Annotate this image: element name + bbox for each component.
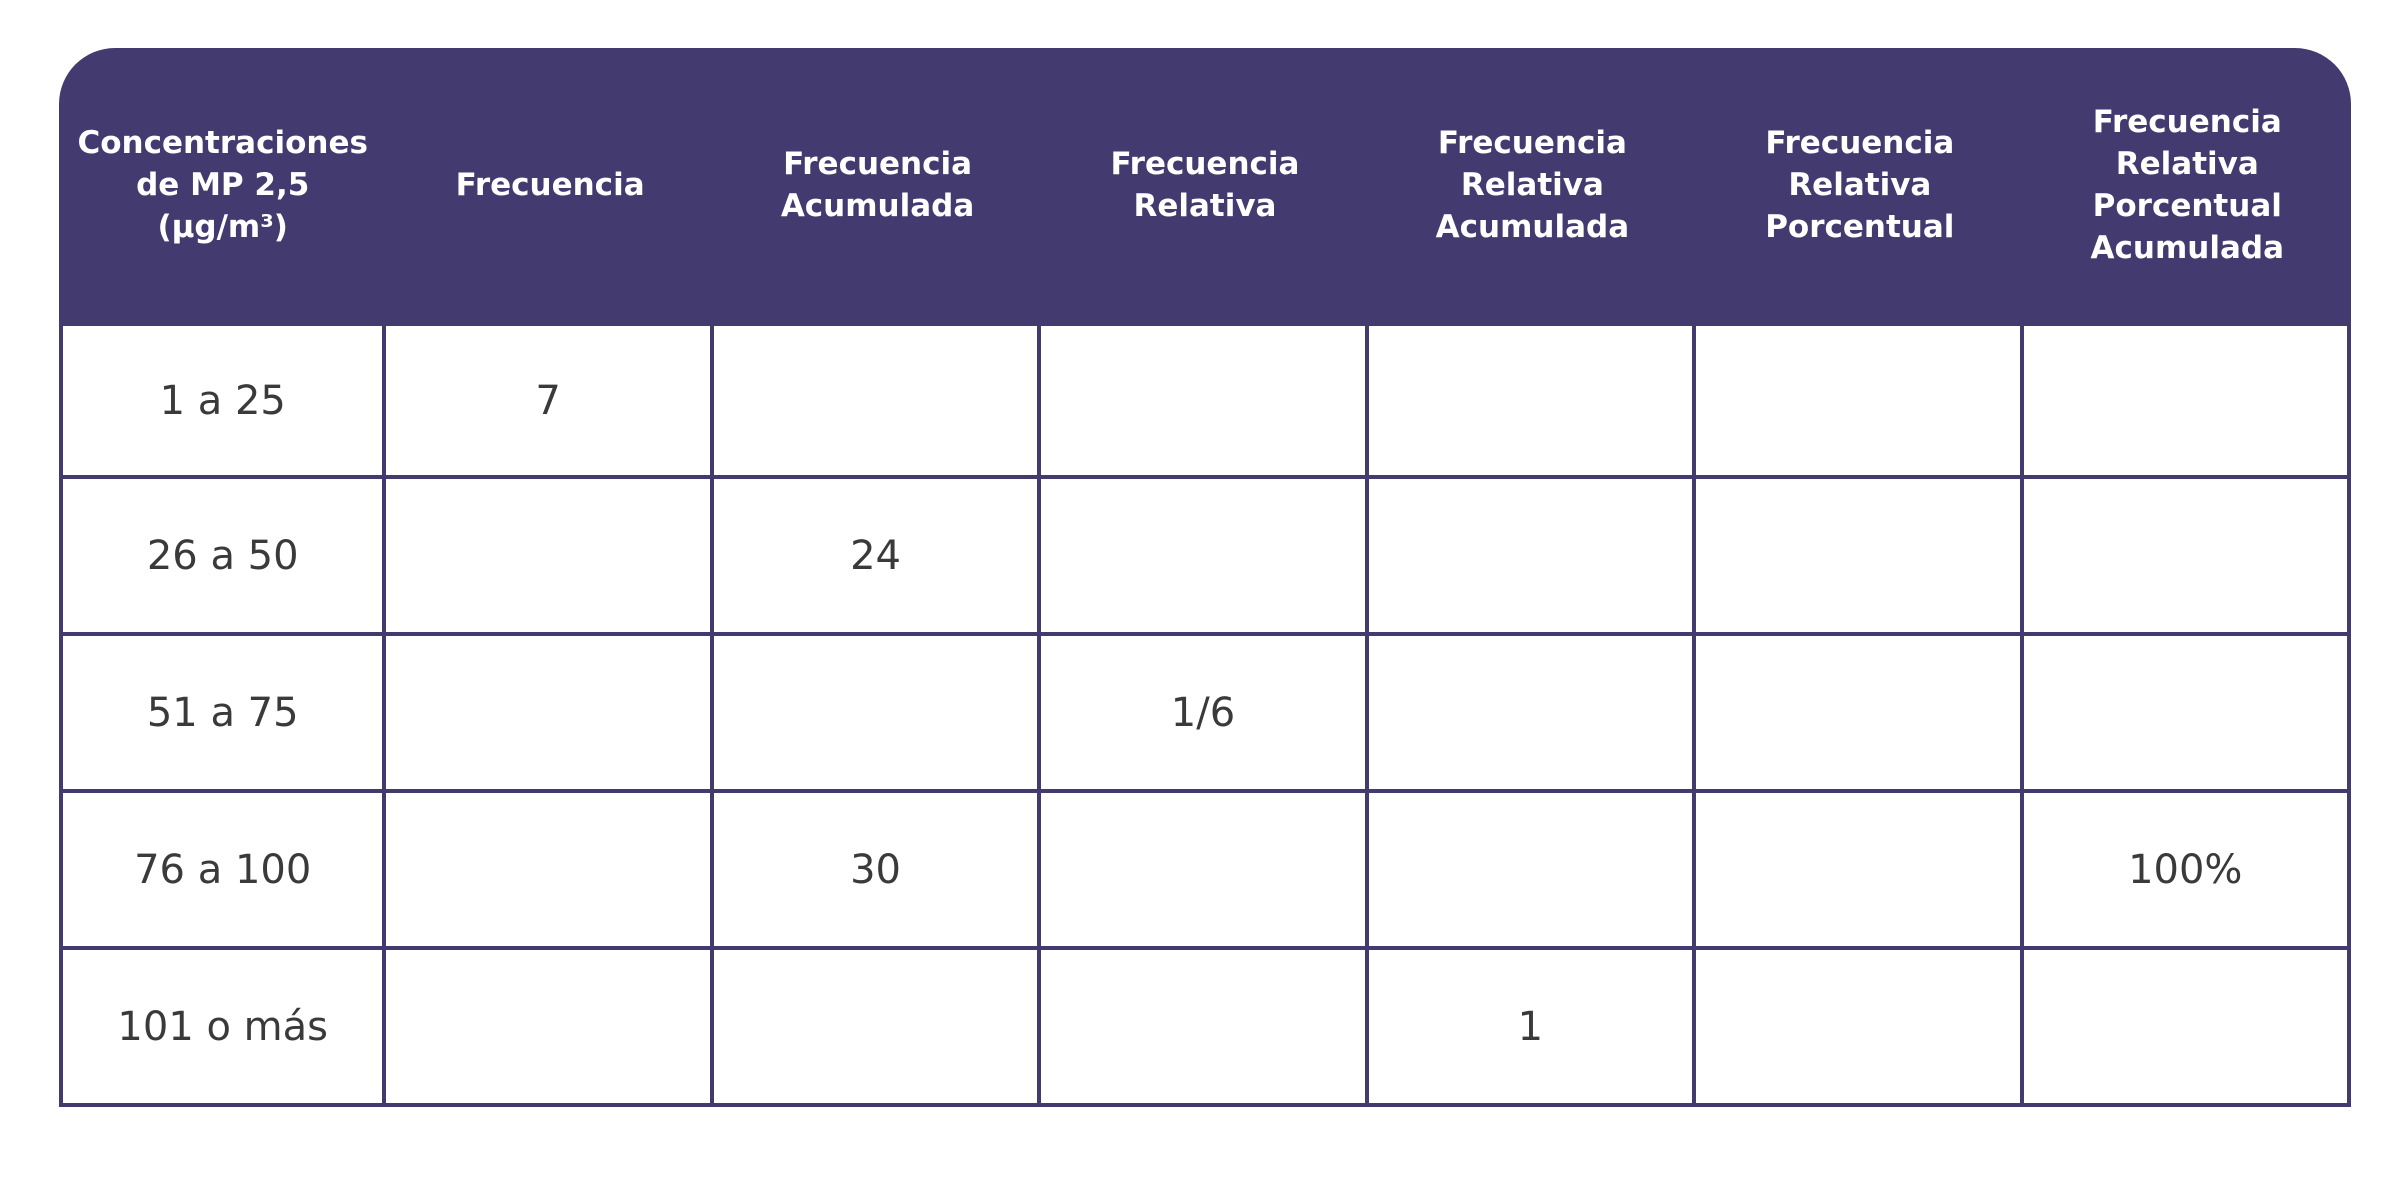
table-cell (1368, 793, 1697, 950)
table-cell (2023, 479, 2351, 636)
header-frecuencia-relativa-acumulada: Frecuencia Relativa Acumulada (1368, 48, 1697, 322)
table-cell (713, 322, 1042, 479)
table-cell (386, 793, 714, 950)
table-cell: 1 (1368, 950, 1697, 1107)
table-cell (386, 636, 714, 793)
frequency-table: Concentraciones de MP 2,5 (µg/m³) Frecue… (59, 48, 2351, 1107)
header-line: Frecuencia (783, 146, 973, 182)
header-line: Acumulada (780, 188, 975, 224)
header-line: de MP 2,5 (136, 167, 310, 203)
table-cell: 1/6 (1041, 636, 1369, 793)
header-line: Frecuencia (1437, 125, 1627, 161)
header-frecuencia-relativa: Frecuencia Relativa (1041, 48, 1369, 322)
header-line: Relativa (2115, 146, 2259, 182)
table-cell: 26 a 50 (59, 479, 387, 636)
table-cell (1368, 636, 1697, 793)
header-line: Porcentual (1765, 209, 1955, 245)
header-frecuencia-relativa-porcentual: Frecuencia Relativa Porcentual (1696, 48, 2024, 322)
table-cell (386, 950, 714, 1107)
table-cell (713, 950, 1042, 1107)
table-cell: 76 a 100 (59, 793, 387, 950)
table-header: Concentraciones de MP 2,5 (µg/m³) Frecue… (59, 48, 2351, 322)
header-row: Concentraciones de MP 2,5 (µg/m³) Frecue… (59, 48, 2351, 322)
table-cell (2023, 636, 2351, 793)
header-line: Frecuencia (1110, 146, 1300, 182)
table-cell: 101 o más (59, 950, 387, 1107)
header-line: Relativa (1460, 167, 1604, 203)
table-cell (713, 636, 1042, 793)
header-line: Frecuencia (2092, 104, 2282, 140)
table-row: 76 a 100 30 100% (59, 793, 2351, 950)
header-line: (µg/m³) (157, 209, 288, 245)
header-line: Acumulada (1435, 209, 1630, 245)
table-cell: 24 (713, 479, 1042, 636)
table-cell (2023, 950, 2351, 1107)
table-cell (1041, 793, 1369, 950)
table-cell (1041, 479, 1369, 636)
table-row: 101 o más 1 (59, 950, 2351, 1107)
header-line: Frecuencia (455, 167, 645, 203)
table-cell (1696, 793, 2024, 950)
table-cell (1368, 479, 1697, 636)
header-concentraciones: Concentraciones de MP 2,5 (µg/m³) (59, 48, 387, 322)
table-cell (1041, 322, 1369, 479)
table-cell: 1 a 25 (59, 322, 387, 479)
table-cell (1696, 322, 2024, 479)
table-row: 1 a 25 7 (59, 322, 2351, 479)
table-cell (1041, 950, 1369, 1107)
table-row: 51 a 75 1/6 (59, 636, 2351, 793)
table-cell (386, 479, 714, 636)
table-cell (1696, 479, 2024, 636)
header-frecuencia-relativa-porcentual-acumulada: Frecuencia Relativa Porcentual Acumulada (2023, 48, 2351, 322)
table-cell: 7 (386, 322, 714, 479)
header-line: Frecuencia (1765, 125, 1955, 161)
table-row: 26 a 50 24 (59, 479, 2351, 636)
header-line: Porcentual (2092, 188, 2282, 224)
header-frecuencia: Frecuencia (386, 48, 714, 322)
table-cell (2023, 322, 2351, 479)
table-cell (1696, 950, 2024, 1107)
table-cell (1368, 322, 1697, 479)
header-line: Acumulada (2090, 230, 2284, 266)
frequency-table-container: Concentraciones de MP 2,5 (µg/m³) Frecue… (59, 48, 2351, 1107)
table-cell: 100% (2023, 793, 2351, 950)
table-cell: 30 (713, 793, 1042, 950)
header-line: Relativa (1788, 167, 1932, 203)
header-line: Relativa (1133, 188, 1277, 224)
header-line: Concentraciones (77, 125, 368, 161)
table-cell: 51 a 75 (59, 636, 387, 793)
header-frecuencia-acumulada: Frecuencia Acumulada (713, 48, 1042, 322)
table-cell (1696, 636, 2024, 793)
table-body: 1 a 25 7 26 a 50 24 51 a 75 (59, 322, 2351, 1107)
